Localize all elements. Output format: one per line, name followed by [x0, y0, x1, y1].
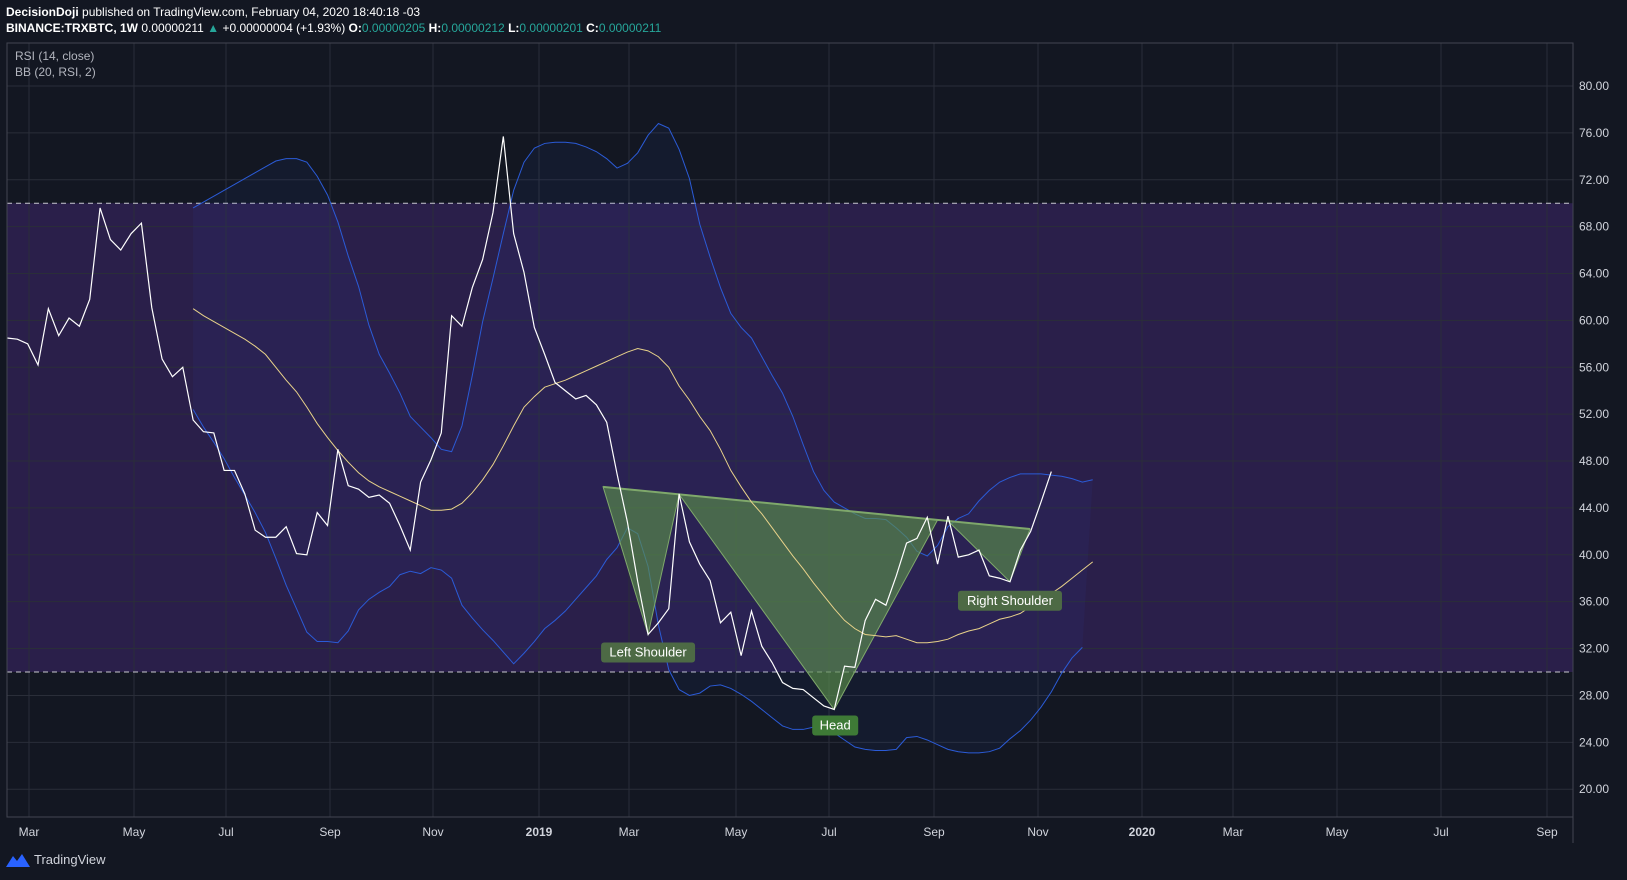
close-label: C:	[586, 21, 599, 35]
low-label: L:	[508, 21, 520, 35]
bollinger-basis-line	[192, 308, 1094, 644]
head-label: Head	[812, 715, 859, 736]
y-tick-label: 76.00	[1579, 126, 1609, 140]
up-arrow-icon: ▲	[207, 21, 220, 35]
price-change: +0.00000004 (+1.93%)	[222, 21, 346, 35]
y-tick-label: 64.00	[1579, 267, 1609, 281]
left-shoulder-label-text: Left Shoulder	[609, 644, 687, 659]
x-tick-label: 2019	[526, 825, 553, 839]
brand-name: TradingView	[34, 852, 106, 867]
y-tick-label: 72.00	[1579, 173, 1609, 187]
y-tick-label: 20.00	[1579, 782, 1609, 796]
x-tick-label: May	[1326, 825, 1349, 839]
bb-legend[interactable]: BB (20, RSI, 2)	[15, 65, 96, 79]
rsi-legend[interactable]: RSI (14, close)	[15, 49, 95, 63]
bollinger-upper-line	[192, 122, 1093, 557]
y-tick-label: 44.00	[1579, 501, 1609, 515]
x-tick-label: Jul	[218, 825, 233, 839]
y-tick-label: 24.00	[1579, 735, 1609, 749]
head-label-bg	[812, 715, 859, 736]
right-shoulder-label: Right Shoulder	[957, 590, 1062, 611]
rsi-line	[6, 136, 1052, 711]
y-tick-label: 52.00	[1579, 407, 1609, 421]
head-shoulders-pattern-layer	[602, 485, 1031, 711]
tradingview-logo-icon	[6, 853, 30, 867]
neckline	[602, 485, 1031, 531]
x-tick-label: Jul	[1433, 825, 1448, 839]
x-tick-label: May	[123, 825, 146, 839]
left-shoulder-label: Left Shoulder	[601, 642, 696, 663]
pattern-label-layer: Left Shoulder Head Right Shoulder	[601, 590, 1062, 736]
open-label: O:	[348, 21, 362, 35]
y-tick-label: 48.00	[1579, 454, 1609, 468]
x-tick-label: Jul	[821, 825, 836, 839]
chart-header: DecisionDoji published on TradingView.co…	[6, 4, 661, 80]
x-tick-label: Sep	[923, 825, 945, 839]
publish-info: published on TradingView.com, February 0…	[82, 5, 421, 19]
x-tick-label: Mar	[1223, 825, 1244, 839]
last-price: 0.00000211	[141, 21, 204, 35]
series-line-layer	[6, 136, 1094, 711]
y-tick-label: 40.00	[1579, 548, 1609, 562]
x-tick-label: Mar	[619, 825, 640, 839]
symbol-line: BINANCE:TRXBTC, 1W 0.00000211 ▲ +0.00000…	[6, 20, 661, 36]
high-label: H:	[428, 21, 442, 35]
open-value: 0.00000205	[361, 21, 426, 35]
x-tick-label: Nov	[422, 825, 443, 839]
x-tick-label: 2020	[1129, 825, 1156, 839]
right-shoulder-label-bg	[957, 590, 1062, 611]
axis-layer: 80.00 76.00 72.00 68.00 64.00 60.00 56.00 52.00…	[6, 42, 1609, 843]
close-value: 0.00000211	[598, 21, 662, 35]
x-tick-label: Sep	[319, 825, 341, 839]
x-tick-label: Sep	[1536, 825, 1558, 839]
y-tick-label: 80.00	[1579, 79, 1609, 93]
y-tick-label: 32.00	[1579, 642, 1609, 656]
head-label-text: Head	[820, 718, 851, 733]
left-shoulder-label-bg	[601, 642, 696, 663]
x-tick-label: May	[725, 825, 748, 839]
footer-brand[interactable]: TradingView	[6, 852, 106, 867]
right-shoulder-label-text: Right Shoulder	[967, 593, 1054, 608]
x-tick-label: Nov	[1027, 825, 1048, 839]
y-tick-label: 68.00	[1579, 220, 1609, 234]
high-value: 0.00000212	[441, 21, 505, 35]
x-tick-label: Mar	[19, 825, 40, 839]
y-tick-label: 56.00	[1579, 360, 1609, 374]
low-value: 0.00000201	[519, 21, 583, 35]
publish-line: DecisionDoji published on TradingView.co…	[6, 4, 661, 20]
symbol-label[interactable]: BINANCE:TRXBTC, 1W	[6, 21, 138, 35]
y-tick-label: 28.00	[1579, 688, 1609, 702]
author-name[interactable]: DecisionDoji	[6, 5, 79, 19]
y-tick-label: 60.00	[1579, 313, 1609, 327]
y-tick-label: 36.00	[1579, 595, 1609, 609]
